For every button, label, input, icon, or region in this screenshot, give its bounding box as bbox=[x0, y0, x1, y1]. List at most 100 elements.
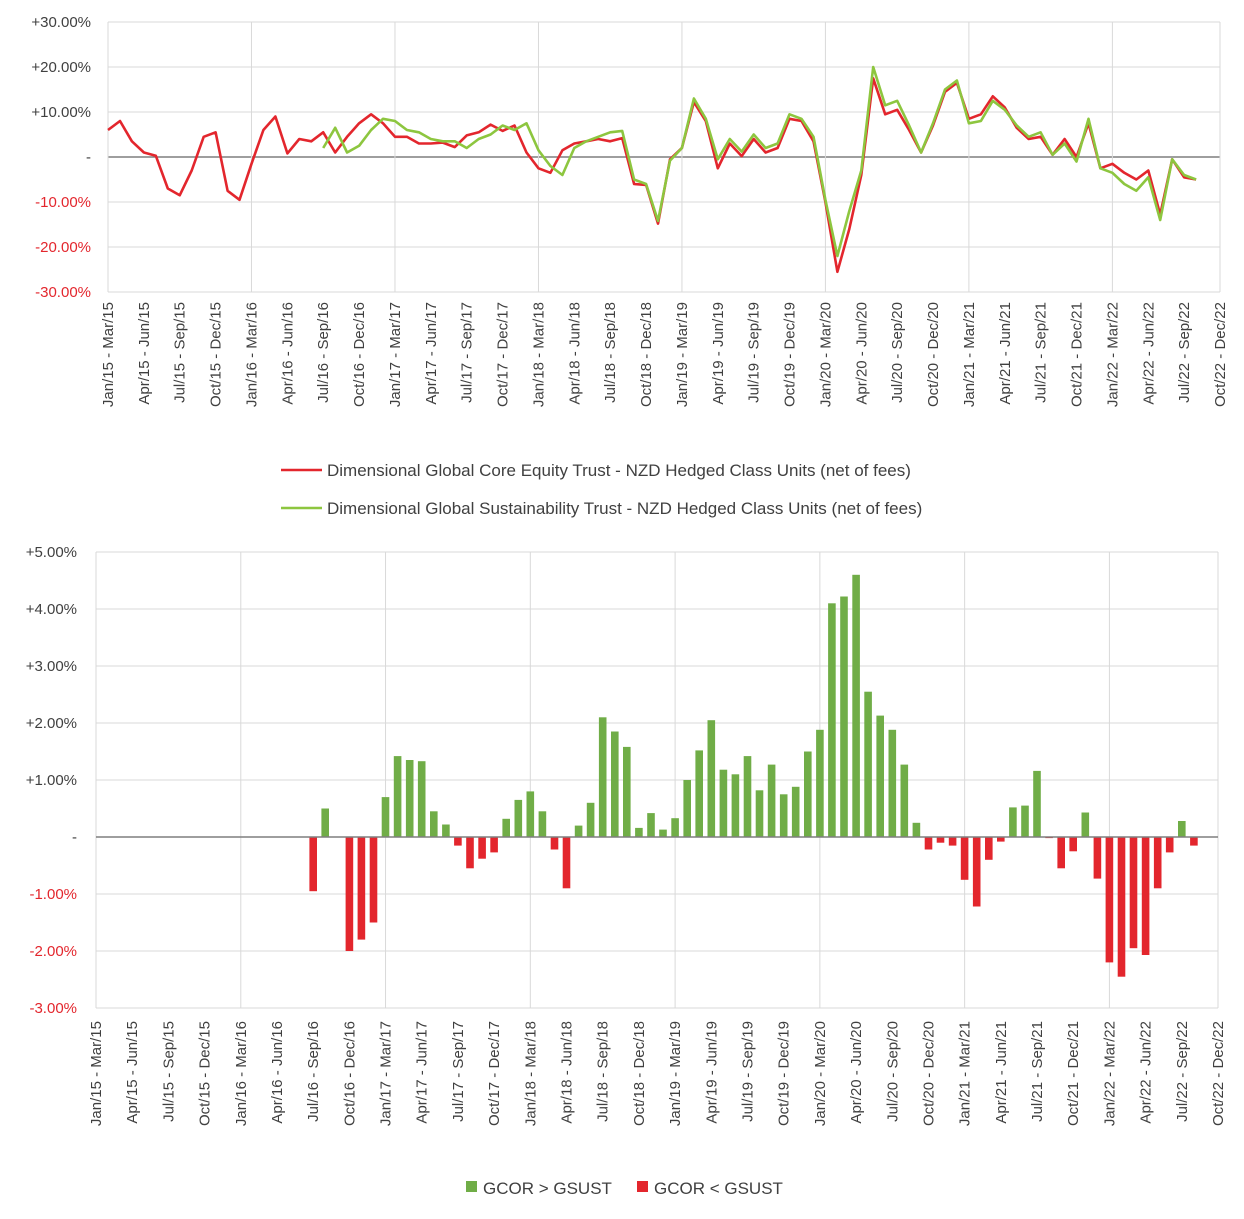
bar bbox=[912, 822, 921, 838]
y-tick-label: - bbox=[86, 149, 91, 166]
bar bbox=[321, 808, 329, 837]
bar bbox=[924, 837, 933, 850]
x-tick-label: Jan/16 - Mar/16 bbox=[243, 302, 260, 407]
bar bbox=[1141, 837, 1150, 955]
bar bbox=[852, 574, 860, 837]
bar bbox=[417, 761, 426, 837]
x-tick-label: Jul/17 - Sep/17 bbox=[459, 302, 476, 403]
x-tick-label: Jan/15 - Mar/15 bbox=[88, 1021, 105, 1126]
legend-label: GCOR > GSUST bbox=[483, 1179, 612, 1198]
y-tick-label: +1.00% bbox=[26, 772, 77, 789]
y-tick-label: -10.00% bbox=[35, 194, 91, 211]
x-tick-label: Jul/19 - Sep/19 bbox=[739, 1021, 756, 1122]
y-tick-label: +20.00% bbox=[31, 59, 91, 76]
x-tick-label: Jul/22 - Sep/22 bbox=[1174, 1021, 1191, 1122]
bar bbox=[1093, 837, 1102, 879]
x-tick-label: Jan/20 - Mar/20 bbox=[817, 302, 834, 407]
x-tick-label: Jul/20 - Sep/20 bbox=[889, 302, 906, 403]
bar bbox=[731, 774, 740, 837]
bar bbox=[345, 837, 354, 951]
y-tick-label: +10.00% bbox=[31, 104, 91, 121]
x-tick-label: Jan/17 - Mar/17 bbox=[387, 302, 404, 407]
bar bbox=[1057, 837, 1065, 869]
bar bbox=[1117, 837, 1126, 977]
bar bbox=[393, 756, 402, 837]
x-tick-label: Jul/16 - Sep/16 bbox=[305, 1021, 322, 1122]
bar-chart: +5.00% +4.00% +3.00% +2.00% +1.00% - -1.00% -2.… bbox=[26, 544, 1227, 1198]
bar bbox=[574, 825, 583, 837]
bar bbox=[442, 824, 450, 837]
bar bbox=[586, 802, 595, 837]
series-line-core-equity bbox=[107, 77, 1197, 274]
bar bbox=[1069, 837, 1077, 852]
bar bbox=[695, 750, 703, 837]
x-tick-label: Jan/21 - Mar/21 bbox=[957, 1021, 974, 1126]
x-tick-label: Jan/22 - Mar/22 bbox=[1104, 302, 1121, 407]
x-tick-label: Oct/16 - Dec/16 bbox=[351, 302, 368, 407]
x-tick-label: Apr/17 - Jun/17 bbox=[414, 1021, 431, 1124]
bar bbox=[1105, 837, 1114, 963]
x-tick-label: Jan/22 - Mar/22 bbox=[1101, 1021, 1118, 1126]
x-tick-label: Jul/15 - Sep/15 bbox=[160, 1021, 177, 1122]
bar bbox=[1190, 837, 1198, 846]
y-tick-label: +30.00% bbox=[31, 14, 91, 31]
y-tick-label: -3.00% bbox=[29, 1000, 77, 1017]
bar bbox=[804, 751, 812, 837]
x-tick-label: Oct/15 - Dec/15 bbox=[208, 302, 225, 407]
bar bbox=[985, 837, 993, 860]
x-tick-label: Apr/16 - Jun/16 bbox=[279, 302, 296, 405]
y-tick-label: +4.00% bbox=[26, 601, 77, 618]
bar bbox=[538, 811, 547, 837]
bar bbox=[719, 769, 728, 837]
x-tick-label: Apr/17 - Jun/17 bbox=[423, 302, 440, 405]
y-tick-label: -20.00% bbox=[35, 239, 91, 256]
x-tick-label: Oct/18 - Dec/18 bbox=[631, 1021, 648, 1126]
bar bbox=[936, 837, 945, 843]
bar bbox=[755, 790, 764, 837]
x-tick-label: Apr/18 - Jun/18 bbox=[559, 1021, 576, 1124]
bar bbox=[1129, 837, 1138, 949]
x-tick-label: Jan/19 - Mar/19 bbox=[674, 302, 691, 407]
x-tick-label: Jan/15 - Mar/15 bbox=[100, 302, 117, 407]
x-tick-label: Apr/21 - Jun/21 bbox=[997, 302, 1014, 405]
legend-swatch bbox=[466, 1181, 477, 1192]
bar bbox=[816, 729, 824, 837]
x-tick-label: Oct/16 - Dec/16 bbox=[341, 1021, 358, 1126]
x-tick-label: Oct/17 - Dec/17 bbox=[495, 302, 512, 407]
bar bbox=[1021, 805, 1029, 837]
x-tick-label: Apr/19 - Jun/19 bbox=[703, 1021, 720, 1124]
bar bbox=[1178, 821, 1186, 837]
bar bbox=[514, 799, 523, 837]
x-tick-label: Oct/20 - Dec/20 bbox=[925, 302, 942, 407]
bar bbox=[960, 837, 969, 880]
x-tick-label: Oct/21 - Dec/21 bbox=[1065, 1021, 1082, 1126]
x-tick-label: Oct/20 - Dec/20 bbox=[920, 1021, 937, 1126]
series-line-sustainability bbox=[322, 65, 1197, 258]
bar bbox=[430, 811, 438, 837]
x-tick-label: Oct/17 - Dec/17 bbox=[486, 1021, 503, 1126]
x-tick-label: Jul/15 - Sep/15 bbox=[172, 302, 189, 403]
x-tick-label: Oct/18 - Dec/18 bbox=[638, 302, 655, 407]
bar bbox=[466, 837, 474, 869]
x-tick-label: Jul/22 - Sep/22 bbox=[1176, 302, 1193, 403]
line-chart: +30.00% +20.00% +10.00% - -10.00% -20.00% -30.… bbox=[31, 14, 1229, 518]
y-tick-label: -2.00% bbox=[29, 943, 77, 960]
bar bbox=[490, 837, 498, 853]
bar bbox=[369, 837, 378, 923]
x-tick-label: Jul/17 - Sep/17 bbox=[450, 1021, 467, 1122]
bar bbox=[888, 729, 897, 837]
bar bbox=[1165, 837, 1174, 853]
y-tick-label: +5.00% bbox=[26, 544, 77, 561]
x-tick-label: Apr/22 - Jun/22 bbox=[1140, 302, 1157, 405]
bar bbox=[647, 813, 655, 837]
bar bbox=[478, 837, 486, 859]
bar bbox=[623, 746, 631, 837]
legend-swatch bbox=[637, 1181, 648, 1192]
x-tick-label: Jan/18 - Mar/18 bbox=[530, 302, 547, 407]
x-tick-label: Oct/19 - Dec/19 bbox=[782, 302, 799, 407]
bar bbox=[357, 837, 366, 940]
bar bbox=[900, 764, 909, 837]
x-tick-label: Jul/20 - Sep/20 bbox=[884, 1021, 901, 1122]
x-tick-label: Jan/20 - Mar/20 bbox=[812, 1021, 829, 1126]
bar bbox=[767, 764, 776, 837]
